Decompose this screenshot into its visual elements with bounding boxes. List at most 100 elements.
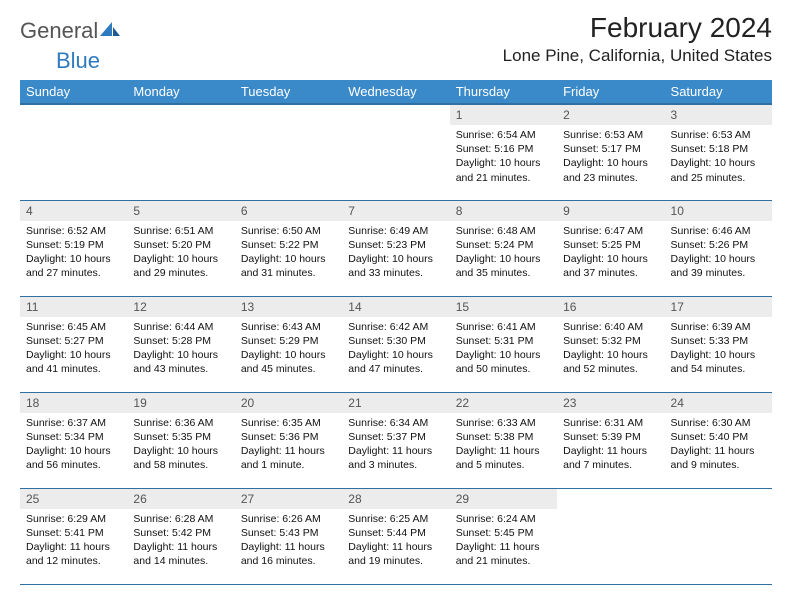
daylight-text: Daylight: 10 hours and 21 minutes.	[456, 156, 551, 184]
month-title: February 2024	[503, 12, 772, 44]
daylight-text: Daylight: 11 hours and 14 minutes.	[133, 540, 228, 568]
calendar-cell	[557, 488, 664, 584]
weekday-header: Friday	[557, 80, 664, 104]
day-body: Sunrise: 6:41 AMSunset: 5:31 PMDaylight:…	[450, 317, 557, 381]
sunrise-text: Sunrise: 6:33 AM	[456, 416, 551, 430]
day-body: Sunrise: 6:52 AMSunset: 5:19 PMDaylight:…	[20, 221, 127, 285]
sunset-text: Sunset: 5:28 PM	[133, 334, 228, 348]
day-number: 27	[235, 489, 342, 509]
sunrise-text: Sunrise: 6:41 AM	[456, 320, 551, 334]
day-number: 8	[450, 201, 557, 221]
sunset-text: Sunset: 5:43 PM	[241, 526, 336, 540]
daylight-text: Daylight: 11 hours and 7 minutes.	[563, 444, 658, 472]
day-number: 28	[342, 489, 449, 509]
calendar-cell: 19Sunrise: 6:36 AMSunset: 5:35 PMDayligh…	[127, 392, 234, 488]
calendar-cell: 11Sunrise: 6:45 AMSunset: 5:27 PMDayligh…	[20, 296, 127, 392]
calendar-cell: 24Sunrise: 6:30 AMSunset: 5:40 PMDayligh…	[665, 392, 772, 488]
calendar-cell: 10Sunrise: 6:46 AMSunset: 5:26 PMDayligh…	[665, 200, 772, 296]
calendar-cell: 3Sunrise: 6:53 AMSunset: 5:18 PMDaylight…	[665, 104, 772, 200]
sunset-text: Sunset: 5:41 PM	[26, 526, 121, 540]
day-body: Sunrise: 6:46 AMSunset: 5:26 PMDaylight:…	[665, 221, 772, 285]
day-number: 3	[665, 105, 772, 125]
calendar-cell: 20Sunrise: 6:35 AMSunset: 5:36 PMDayligh…	[235, 392, 342, 488]
day-number: 19	[127, 393, 234, 413]
sunrise-text: Sunrise: 6:31 AM	[563, 416, 658, 430]
calendar-week-row: 4Sunrise: 6:52 AMSunset: 5:19 PMDaylight…	[20, 200, 772, 296]
day-number: 4	[20, 201, 127, 221]
daylight-text: Daylight: 11 hours and 5 minutes.	[456, 444, 551, 472]
sunset-text: Sunset: 5:35 PM	[133, 430, 228, 444]
sunrise-text: Sunrise: 6:36 AM	[133, 416, 228, 430]
sunrise-text: Sunrise: 6:47 AM	[563, 224, 658, 238]
sunrise-text: Sunrise: 6:54 AM	[456, 128, 551, 142]
sunset-text: Sunset: 5:29 PM	[241, 334, 336, 348]
sunrise-text: Sunrise: 6:51 AM	[133, 224, 228, 238]
day-number: 15	[450, 297, 557, 317]
daylight-text: Daylight: 10 hours and 56 minutes.	[26, 444, 121, 472]
day-body: Sunrise: 6:36 AMSunset: 5:35 PMDaylight:…	[127, 413, 234, 477]
day-number: 6	[235, 201, 342, 221]
day-body: Sunrise: 6:45 AMSunset: 5:27 PMDaylight:…	[20, 317, 127, 381]
sunset-text: Sunset: 5:45 PM	[456, 526, 551, 540]
day-body: Sunrise: 6:44 AMSunset: 5:28 PMDaylight:…	[127, 317, 234, 381]
day-number: 7	[342, 201, 449, 221]
day-number: 22	[450, 393, 557, 413]
calendar-body: 1Sunrise: 6:54 AMSunset: 5:16 PMDaylight…	[20, 104, 772, 584]
calendar-cell: 8Sunrise: 6:48 AMSunset: 5:24 PMDaylight…	[450, 200, 557, 296]
weekday-header: Sunday	[20, 80, 127, 104]
calendar-cell: 16Sunrise: 6:40 AMSunset: 5:32 PMDayligh…	[557, 296, 664, 392]
calendar-cell: 26Sunrise: 6:28 AMSunset: 5:42 PMDayligh…	[127, 488, 234, 584]
day-body: Sunrise: 6:40 AMSunset: 5:32 PMDaylight:…	[557, 317, 664, 381]
day-number: 13	[235, 297, 342, 317]
daylight-text: Daylight: 11 hours and 19 minutes.	[348, 540, 443, 568]
calendar-cell: 9Sunrise: 6:47 AMSunset: 5:25 PMDaylight…	[557, 200, 664, 296]
calendar-cell: 21Sunrise: 6:34 AMSunset: 5:37 PMDayligh…	[342, 392, 449, 488]
day-body: Sunrise: 6:25 AMSunset: 5:44 PMDaylight:…	[342, 509, 449, 573]
day-number: 20	[235, 393, 342, 413]
daylight-text: Daylight: 10 hours and 45 minutes.	[241, 348, 336, 376]
calendar-cell	[127, 104, 234, 200]
sunrise-text: Sunrise: 6:48 AM	[456, 224, 551, 238]
day-number: 9	[557, 201, 664, 221]
sunset-text: Sunset: 5:17 PM	[563, 142, 658, 156]
daylight-text: Daylight: 10 hours and 27 minutes.	[26, 252, 121, 280]
daylight-text: Daylight: 10 hours and 33 minutes.	[348, 252, 443, 280]
sunrise-text: Sunrise: 6:40 AM	[563, 320, 658, 334]
daylight-text: Daylight: 10 hours and 50 minutes.	[456, 348, 551, 376]
sunrise-text: Sunrise: 6:34 AM	[348, 416, 443, 430]
calendar-cell: 12Sunrise: 6:44 AMSunset: 5:28 PMDayligh…	[127, 296, 234, 392]
calendar-cell	[20, 104, 127, 200]
location: Lone Pine, California, United States	[503, 46, 772, 66]
daylight-text: Daylight: 10 hours and 52 minutes.	[563, 348, 658, 376]
daylight-text: Daylight: 10 hours and 23 minutes.	[563, 156, 658, 184]
sunset-text: Sunset: 5:23 PM	[348, 238, 443, 252]
weekday-header: Wednesday	[342, 80, 449, 104]
daylight-text: Daylight: 11 hours and 1 minute.	[241, 444, 336, 472]
weekday-header: Thursday	[450, 80, 557, 104]
sunrise-text: Sunrise: 6:42 AM	[348, 320, 443, 334]
day-number: 5	[127, 201, 234, 221]
sunrise-text: Sunrise: 6:37 AM	[26, 416, 121, 430]
calendar-table: Sunday Monday Tuesday Wednesday Thursday…	[20, 80, 772, 585]
day-number: 11	[20, 297, 127, 317]
sunset-text: Sunset: 5:24 PM	[456, 238, 551, 252]
day-number: 23	[557, 393, 664, 413]
calendar-cell: 4Sunrise: 6:52 AMSunset: 5:19 PMDaylight…	[20, 200, 127, 296]
day-number: 17	[665, 297, 772, 317]
sunset-text: Sunset: 5:39 PM	[563, 430, 658, 444]
day-body: Sunrise: 6:31 AMSunset: 5:39 PMDaylight:…	[557, 413, 664, 477]
day-number: 24	[665, 393, 772, 413]
sunrise-text: Sunrise: 6:35 AM	[241, 416, 336, 430]
sunrise-text: Sunrise: 6:44 AM	[133, 320, 228, 334]
sunrise-text: Sunrise: 6:28 AM	[133, 512, 228, 526]
day-number: 21	[342, 393, 449, 413]
sunset-text: Sunset: 5:22 PM	[241, 238, 336, 252]
calendar-cell: 7Sunrise: 6:49 AMSunset: 5:23 PMDaylight…	[342, 200, 449, 296]
calendar-cell: 15Sunrise: 6:41 AMSunset: 5:31 PMDayligh…	[450, 296, 557, 392]
daylight-text: Daylight: 11 hours and 3 minutes.	[348, 444, 443, 472]
sunset-text: Sunset: 5:42 PM	[133, 526, 228, 540]
day-number: 1	[450, 105, 557, 125]
sunrise-text: Sunrise: 6:50 AM	[241, 224, 336, 238]
weekday-header-row: Sunday Monday Tuesday Wednesday Thursday…	[20, 80, 772, 104]
sunrise-text: Sunrise: 6:39 AM	[671, 320, 766, 334]
